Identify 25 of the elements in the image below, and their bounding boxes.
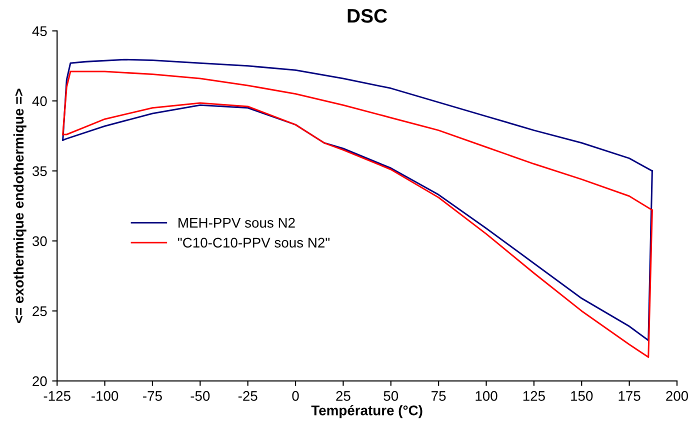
x-tick-label: 150 <box>571 391 593 401</box>
legend-label: MEH-PPV sous N2 <box>178 218 295 228</box>
x-tick-label: -75 <box>143 391 162 401</box>
x-axis-title: Température (°C) <box>311 405 422 418</box>
x-tick-label: -100 <box>92 391 118 401</box>
x-tick-label: 100 <box>476 391 498 401</box>
x-tick-label: 175 <box>618 391 640 401</box>
y-tick-label: 35 <box>32 166 47 176</box>
y-tick-label: 45 <box>32 26 47 36</box>
x-tick-label: 75 <box>432 391 446 401</box>
x-tick-label: -50 <box>190 391 210 401</box>
y-tick-label: 40 <box>32 96 47 106</box>
x-tick-label: 0 <box>292 391 299 401</box>
legend-label: "C10-C10-PPV sous N2" <box>178 238 330 248</box>
chart-title: DSC <box>348 8 388 23</box>
y-tick-label: 25 <box>32 306 47 316</box>
x-tick-label: 50 <box>384 391 398 401</box>
x-tick-label: 125 <box>523 391 545 401</box>
x-tick-label: 200 <box>666 391 688 401</box>
y-tick-label: 20 <box>32 376 47 386</box>
x-tick-label: -25 <box>238 391 258 401</box>
x-tick-label: -125 <box>44 391 70 401</box>
x-tick-label: 25 <box>336 391 350 401</box>
y-tick-label: 30 <box>32 236 47 246</box>
y-axis-title: <= exothermique endothermique => <box>13 88 26 324</box>
